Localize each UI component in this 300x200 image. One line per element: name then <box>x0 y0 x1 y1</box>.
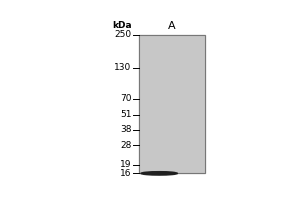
Text: A: A <box>168 21 176 31</box>
Text: 16: 16 <box>120 169 132 178</box>
Text: 250: 250 <box>115 30 132 39</box>
Bar <box>139 35 205 173</box>
Text: 38: 38 <box>120 125 132 134</box>
Text: 28: 28 <box>120 141 132 150</box>
Ellipse shape <box>157 172 175 174</box>
Text: 70: 70 <box>120 94 132 103</box>
Text: 51: 51 <box>120 110 132 119</box>
Text: 130: 130 <box>114 63 132 72</box>
Text: 19: 19 <box>120 160 132 169</box>
Text: kDa: kDa <box>112 21 132 30</box>
Ellipse shape <box>141 172 177 175</box>
Bar <box>139 35 205 173</box>
